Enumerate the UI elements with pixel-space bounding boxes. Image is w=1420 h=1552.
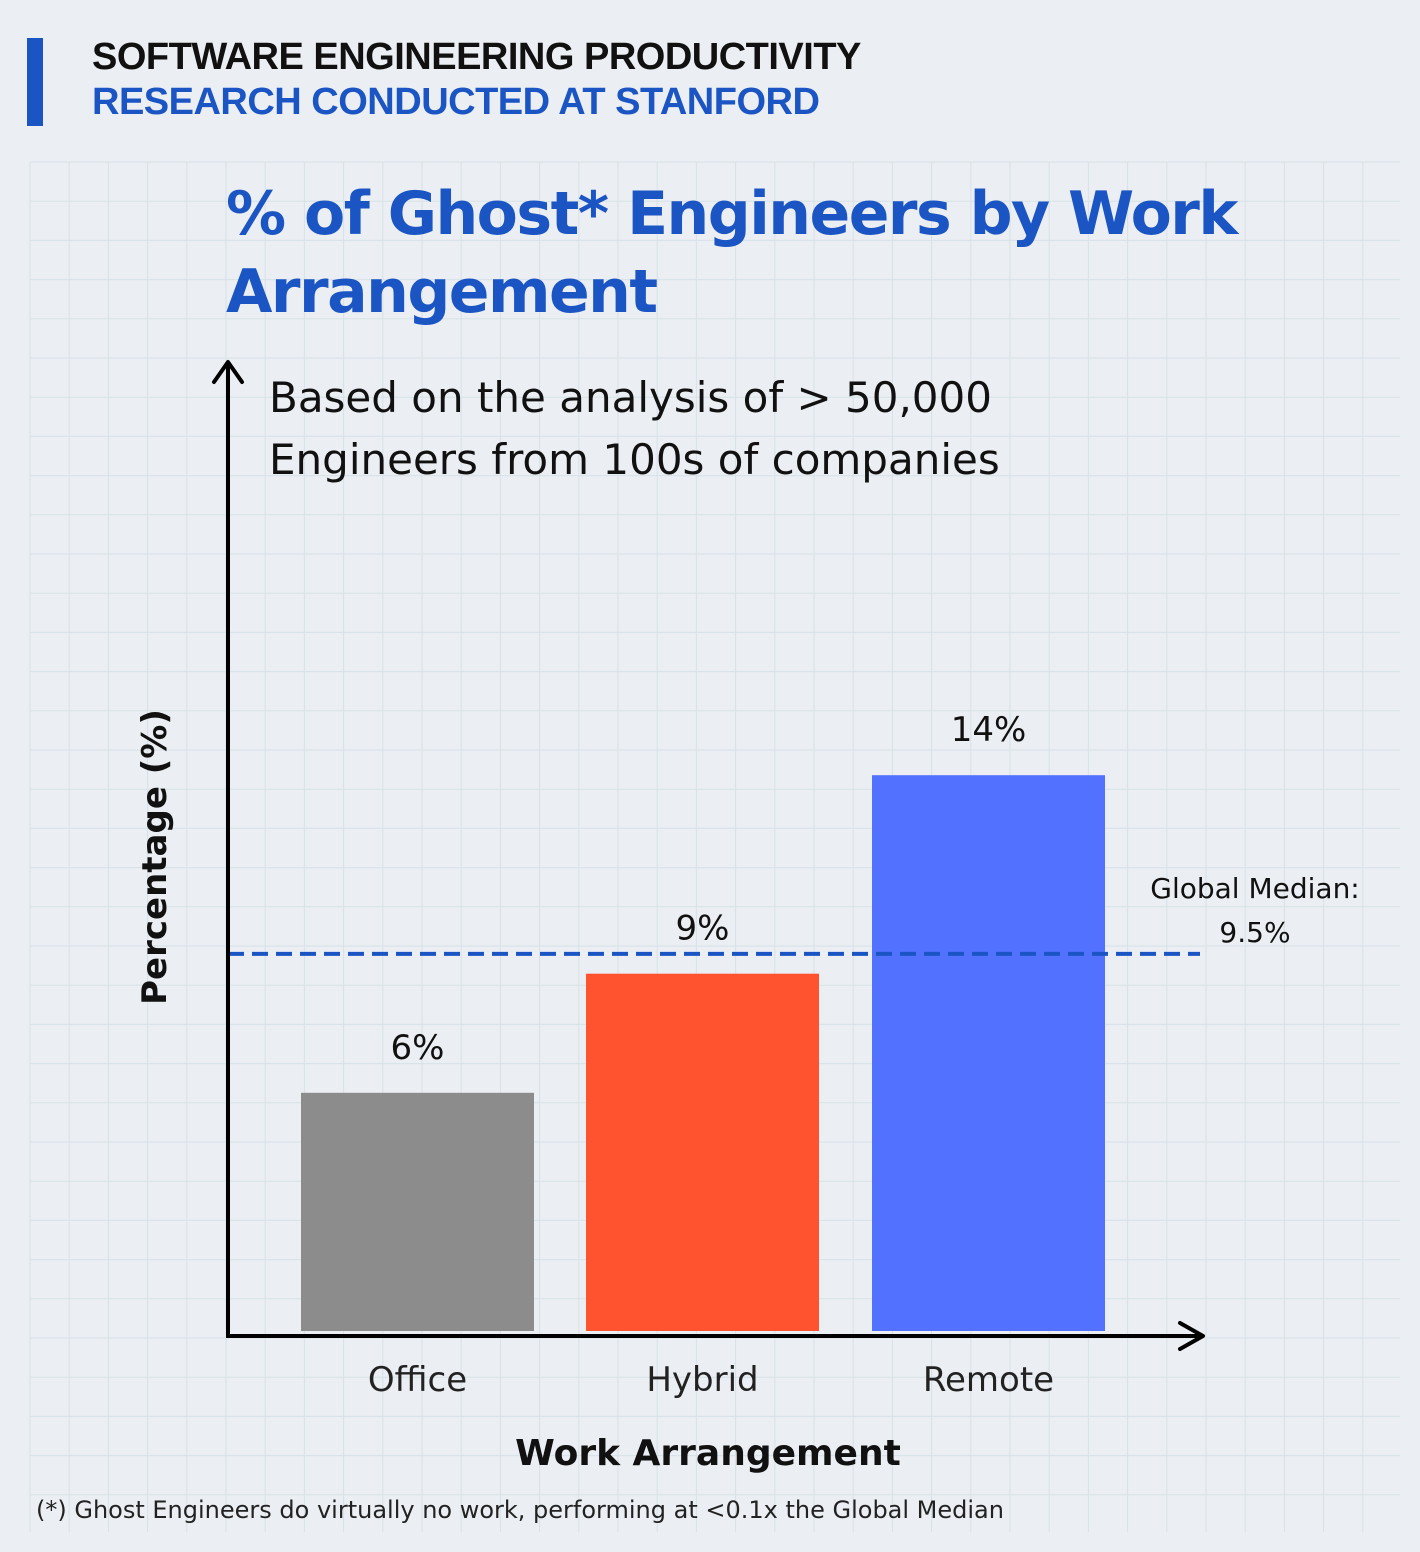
- chart-subtitle-line-1: Based on the analysis of > 50,000: [269, 373, 992, 422]
- axes: [212, 360, 1205, 1351]
- data-label-office: 6%: [391, 1028, 445, 1068]
- data-label-remote: 14%: [951, 710, 1027, 750]
- chart-subtitle-line-2: Engineers from 100s of companies: [269, 435, 1000, 484]
- y-axis-arrow: [212, 360, 244, 384]
- header-accent-bar: [27, 38, 43, 126]
- chart-title-line-2: Arrangement: [226, 257, 657, 327]
- x-tick-label-office: Office: [368, 1360, 467, 1400]
- bar-office: [301, 1092, 534, 1331]
- header-subtitle: RESEARCH CONDUCTED AT STANFORD: [92, 81, 820, 123]
- chart-grid: [29, 161, 1400, 1532]
- bars: 6% Office 9% Hybrid 14% Remote: [301, 710, 1105, 1400]
- chart-title-line-1: % of Ghost* Engineers by Work: [226, 179, 1240, 249]
- x-axis-label: Work Arrangement: [515, 1433, 901, 1474]
- data-label-hybrid: 9%: [676, 909, 730, 949]
- bar-remote: [872, 775, 1105, 1331]
- global-median-value: 9.5%: [1219, 916, 1290, 949]
- global-median-label: Global Median:: [1150, 872, 1360, 905]
- bar-hybrid: [586, 973, 819, 1331]
- x-tick-label-remote: Remote: [923, 1360, 1054, 1400]
- x-axis-arrow: [1178, 1321, 1205, 1351]
- x-tick-label-hybrid: Hybrid: [646, 1360, 758, 1400]
- y-axis-label: Percentage (%): [135, 709, 175, 1005]
- footnote: (*) Ghost Engineers do virtually no work…: [36, 1496, 1004, 1524]
- header-title: SOFTWARE ENGINEERING PRODUCTIVITY: [92, 36, 861, 78]
